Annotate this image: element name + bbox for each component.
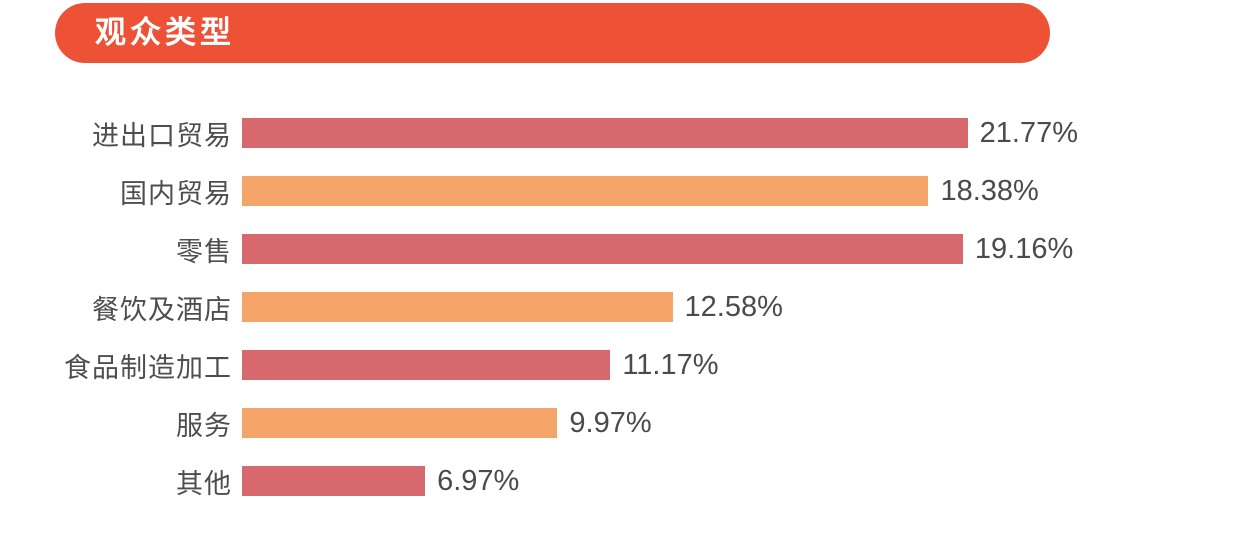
chart-title: 观众类型 [95,15,235,50]
category-label: 服务 [176,410,232,441]
value-label: 6.97% [437,464,520,497]
bar-track: 12.58% [242,290,1078,323]
category-label: 餐饮及酒店 [92,294,232,325]
chart-title-badge: 观众类型 [55,3,1050,63]
bar [242,408,558,438]
value-label: 9.97% [569,406,652,439]
value-label: 18.38% [940,174,1039,207]
bar-track: 19.16% [242,232,1078,265]
bar-track: 11.17% [242,348,1078,381]
bar [242,350,611,380]
bar [242,176,929,206]
bar-track: 21.77% [242,116,1078,149]
horizontal-bar-chart: 进出口贸易 21.77% 国内贸易 18.38% 零售 19.16% 餐饮及酒店 12.58%… [0,116,1239,524]
category-label: 其他 [176,468,232,499]
value-label: 11.17% [622,348,719,381]
bar-row: 国内贸易 18.38% [0,174,1239,209]
bar-track: 18.38% [242,174,1078,207]
bar [242,292,673,322]
category-label: 食品制造加工 [64,352,232,383]
bar [242,466,426,496]
bar-row: 进出口贸易 21.77% [0,116,1239,151]
bar-row: 零售 19.16% [0,232,1239,267]
category-label: 零售 [176,236,232,267]
bar-row: 其他 6.97% [0,464,1239,499]
bar-row: 食品制造加工 11.17% [0,348,1239,383]
bar [242,118,968,148]
bar-track: 9.97% [242,406,1078,439]
category-label: 进出口贸易 [92,120,232,151]
bar-row: 服务 9.97% [0,406,1239,441]
value-label: 12.58% [684,290,783,323]
bar [242,234,963,264]
category-label: 国内贸易 [120,178,232,209]
bar-row: 餐饮及酒店 12.58% [0,290,1239,325]
value-label: 21.77% [979,116,1078,149]
value-label: 19.16% [974,232,1074,265]
bar-track: 6.97% [242,464,1078,497]
